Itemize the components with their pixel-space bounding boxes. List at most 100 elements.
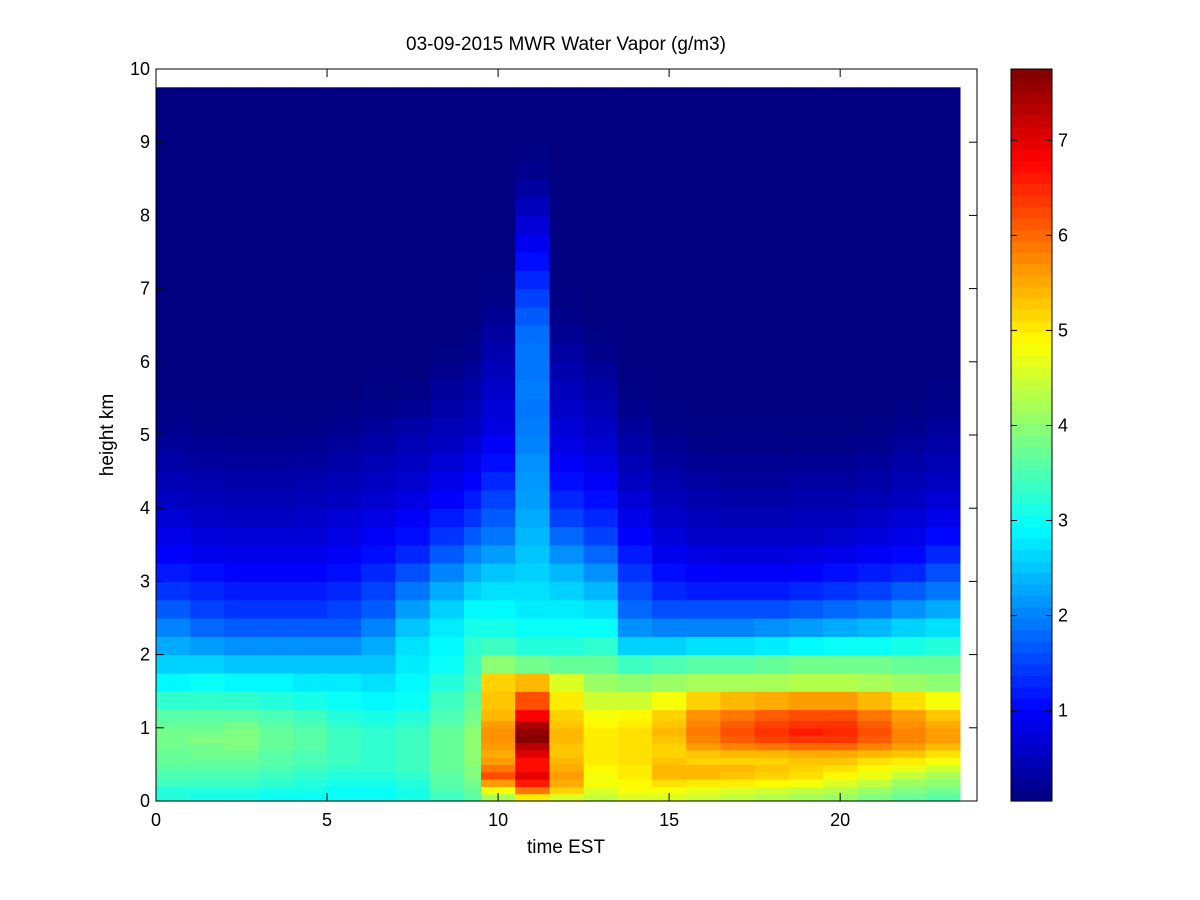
heatmap-cell <box>754 380 790 399</box>
heatmap-cell <box>480 361 516 381</box>
heatmap-cell <box>429 508 465 528</box>
heatmap-cell <box>754 749 790 758</box>
heatmap-cell <box>480 742 516 751</box>
heatmap-cell <box>361 581 397 601</box>
heatmap-cell <box>891 709 927 722</box>
heatmap-cell <box>549 361 585 381</box>
colorbar-segment <box>1011 789 1052 802</box>
heatmap-cell <box>515 380 550 399</box>
heatmap-cell <box>515 618 550 637</box>
heatmap-cell <box>686 471 722 491</box>
heatmap-cell <box>549 544 585 564</box>
heatmap-cell <box>891 270 927 290</box>
colorbar-tick-label: 1 <box>1058 701 1068 721</box>
heatmap-cell <box>361 325 397 345</box>
heatmap-cell <box>583 618 619 637</box>
heatmap-cell <box>327 343 362 363</box>
heatmap-cell <box>480 786 516 795</box>
heatmap-cell <box>686 178 722 198</box>
heatmap-cell <box>463 142 482 162</box>
heatmap-cell <box>190 380 226 399</box>
colorbar-segment <box>1011 435 1052 448</box>
heatmap-cell <box>788 252 824 271</box>
heatmap-cell <box>515 581 550 601</box>
heatmap-cell <box>925 416 961 436</box>
heatmap-cell <box>788 749 824 758</box>
heatmap-cell <box>224 398 260 418</box>
heatmap-cell <box>395 398 431 418</box>
heatmap-cell <box>515 720 550 729</box>
heatmap-cell <box>686 453 722 473</box>
heatmap-cell <box>891 720 927 729</box>
heatmap-cell <box>652 764 687 773</box>
colorbar-segment <box>1011 595 1052 608</box>
x-axis-label: time EST <box>527 837 606 858</box>
heatmap-cell <box>686 416 722 436</box>
heatmap-cell <box>617 306 653 326</box>
heatmap-cell <box>292 233 328 253</box>
y-tick-label: 6 <box>140 352 150 372</box>
heatmap-cell <box>720 343 756 363</box>
heatmap-cell <box>190 252 226 271</box>
heatmap-cell <box>156 793 191 802</box>
heatmap-cell <box>549 453 585 473</box>
heatmap-cell <box>925 87 961 107</box>
heatmap-cell <box>258 771 294 780</box>
heatmap-cell <box>292 343 328 363</box>
heatmap-cell <box>788 270 824 290</box>
heatmap-cell <box>224 544 260 564</box>
heatmap-cell <box>258 435 294 454</box>
heatmap-cell <box>361 288 397 308</box>
heatmap-cell <box>891 361 927 381</box>
heatmap-cell <box>720 727 756 736</box>
heatmap-cell <box>258 742 294 751</box>
heatmap-cell <box>891 771 927 780</box>
heatmap-cell <box>754 87 790 107</box>
heatmap-cell <box>361 599 397 619</box>
heatmap-cell <box>429 361 465 381</box>
heatmap-cell <box>327 197 362 216</box>
heatmap-cell <box>224 636 260 656</box>
heatmap-cell <box>361 252 397 271</box>
heatmap-cell <box>429 233 465 253</box>
heatmap-cell <box>156 654 191 674</box>
heatmap-cell <box>583 380 619 399</box>
heatmap-cell <box>190 123 226 143</box>
heatmap-cell <box>395 160 431 180</box>
y-axis-ticks: 0 1 2 3 4 5 6 7 8 9 10 <box>130 59 977 811</box>
heatmap-cell <box>617 636 653 656</box>
heatmap-cell <box>258 105 294 125</box>
heatmap-cell <box>292 654 328 674</box>
heatmap-cell <box>720 489 756 509</box>
heatmap-cell <box>327 435 362 454</box>
heatmap-cell <box>190 618 226 637</box>
heatmap-cell <box>463 471 482 491</box>
heatmap-cell <box>754 435 790 454</box>
heatmap-cell <box>583 508 619 528</box>
heatmap-cell <box>190 709 226 722</box>
heatmap-cell <box>258 508 294 528</box>
heatmap-cell <box>258 178 294 198</box>
heatmap-cell <box>754 288 790 308</box>
heatmap-cell <box>720 398 756 418</box>
heatmap-cell <box>617 233 653 253</box>
colorbar-tick-label: 2 <box>1058 606 1068 626</box>
heatmap-cell <box>292 544 328 564</box>
heatmap-cell <box>925 757 961 765</box>
heatmap-cell <box>480 306 516 326</box>
heatmap-cell <box>720 416 756 436</box>
heatmap-cell <box>258 526 294 546</box>
heatmap-cell <box>583 306 619 326</box>
heatmap-cell <box>463 398 482 418</box>
heatmap-cell <box>156 252 191 271</box>
heatmap-cell <box>224 215 260 235</box>
heatmap-cell <box>361 618 397 637</box>
heatmap-cell <box>720 654 756 674</box>
heatmap-cell <box>583 435 619 454</box>
heatmap-cell <box>156 233 191 253</box>
heatmap-cell <box>652 270 687 290</box>
heatmap-cell <box>857 453 893 473</box>
heatmap-cell <box>686 197 722 216</box>
heatmap-cell <box>292 771 328 780</box>
heatmap-cell <box>549 252 585 271</box>
